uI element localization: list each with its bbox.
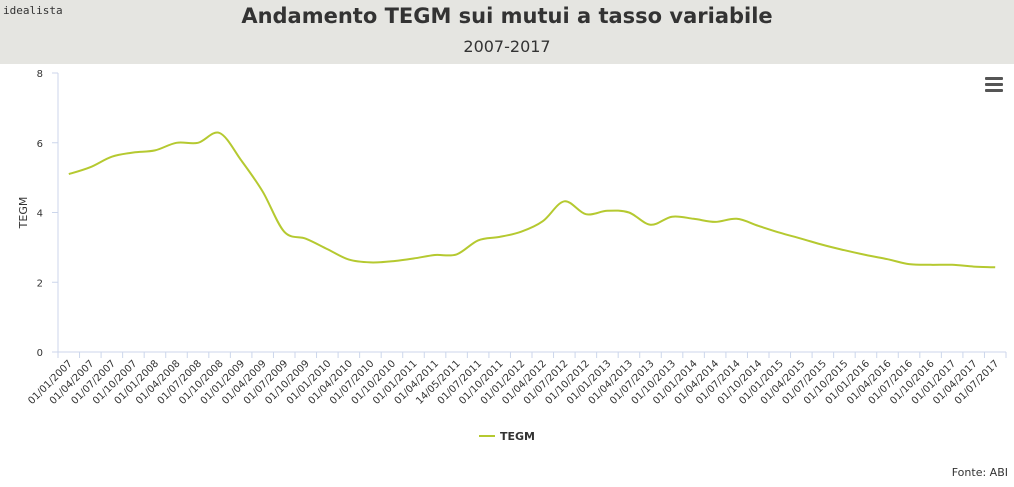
series-line-tegm[interactable] bbox=[68, 131, 996, 269]
y-tick-label: 0 bbox=[37, 348, 43, 359]
chart-header: idealista Andamento TEGM sui mutui a tas… bbox=[0, 0, 1014, 64]
legend-label[interactable]: TEGM bbox=[500, 430, 535, 443]
y-axis: 0 2 4 6 8 TEGM bbox=[17, 69, 59, 359]
chart-menu-button[interactable] bbox=[985, 77, 1003, 93]
y-axis-title: TEGM bbox=[17, 197, 30, 230]
chart-subtitle: 2007-2017 bbox=[463, 37, 551, 56]
line-chart: 0 2 4 6 8 TEGM 01/01/200701/04/200701/07/2007… bbox=[17, 69, 1007, 443]
y-tick-label: 2 bbox=[37, 278, 43, 289]
y-tick-label: 6 bbox=[37, 139, 43, 150]
x-axis: 01/01/200701/04/200701/07/200701/10/2007… bbox=[26, 351, 1007, 407]
chart-title: Andamento TEGM sui mutui a tasso variabi… bbox=[241, 4, 773, 28]
source-credit: Fonte: ABI bbox=[951, 466, 1008, 479]
legend[interactable]: TEGM bbox=[479, 430, 535, 443]
hamburger-menu-icon-bar bbox=[985, 83, 1003, 86]
hamburger-menu-icon-bar bbox=[985, 89, 1003, 92]
y-tick-label: 8 bbox=[37, 69, 43, 80]
hamburger-menu-icon bbox=[985, 77, 1003, 80]
series-layer bbox=[68, 131, 996, 269]
y-tick-label: 4 bbox=[37, 209, 43, 220]
brand-logo: idealista bbox=[3, 4, 63, 17]
